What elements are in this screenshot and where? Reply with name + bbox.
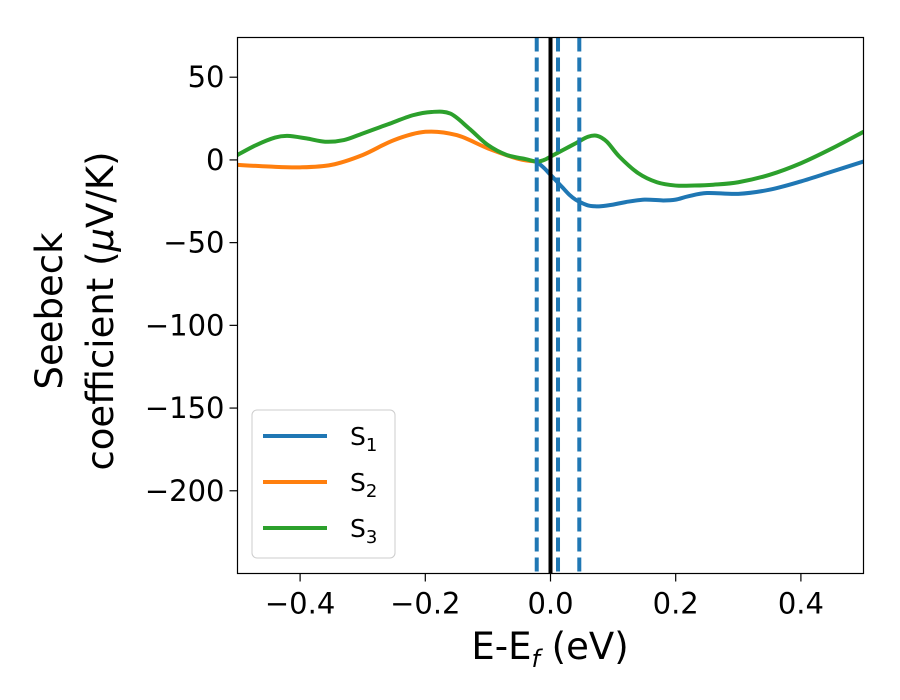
x-axis-title: E-Ef (eV) — [471, 625, 628, 673]
x-tick-label: −0.2 — [390, 587, 460, 621]
legend-label-s3: S3 — [350, 514, 377, 548]
x-tick-label: 0.4 — [778, 587, 824, 621]
x-tick-label: 0.0 — [527, 587, 573, 621]
x-tick-label: −0.4 — [265, 587, 335, 621]
series-line-s1 — [534, 159, 864, 209]
y-axis-title-line2: coefficient (μV/K) — [79, 151, 122, 470]
y-tick-label: −50 — [163, 226, 224, 260]
legend-label-s2: S2 — [350, 468, 377, 502]
x-tick-label: 0.2 — [653, 587, 699, 621]
series-line-s3 — [237, 109, 864, 188]
legend-label-s1: S1 — [350, 422, 377, 456]
y-tick-label: 50 — [188, 60, 225, 94]
legend: S1 S2 S3 — [251, 409, 396, 559]
y-tick-label: 0 — [206, 143, 224, 177]
y-tick-label: −150 — [145, 391, 225, 425]
y-tick-label: −200 — [145, 474, 225, 508]
y-tick-label: −100 — [145, 308, 225, 342]
y-axis-title-line1: Seebeck — [28, 232, 71, 390]
